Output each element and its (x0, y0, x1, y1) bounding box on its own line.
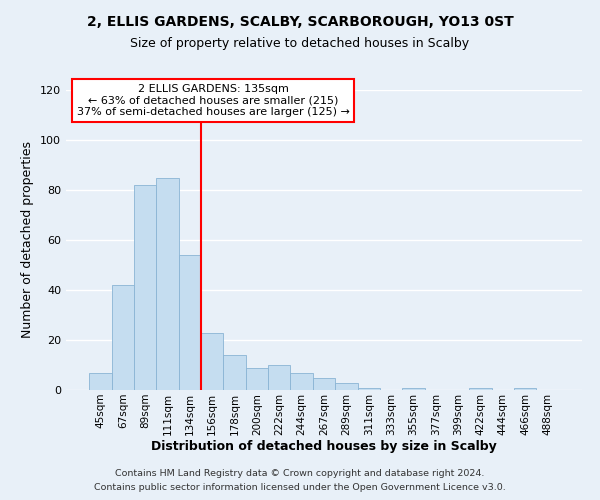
Text: Contains public sector information licensed under the Open Government Licence v3: Contains public sector information licen… (94, 484, 506, 492)
Bar (313, 378, 335, 390)
Bar (179, 255, 201, 390)
X-axis label: Distribution of detached houses by size in Scalby: Distribution of detached houses by size … (151, 440, 497, 454)
Y-axis label: Number of detached properties: Number of detached properties (22, 142, 34, 338)
Bar (268, 365, 290, 390)
Bar (112, 285, 134, 390)
Bar (358, 388, 380, 390)
Text: 2 ELLIS GARDENS: 135sqm
← 63% of detached houses are smaller (215)
37% of semi-d: 2 ELLIS GARDENS: 135sqm ← 63% of detache… (77, 84, 349, 117)
Bar (469, 388, 491, 390)
Bar (201, 332, 223, 390)
Bar (514, 388, 536, 390)
Text: 2, ELLIS GARDENS, SCALBY, SCARBOROUGH, YO13 0ST: 2, ELLIS GARDENS, SCALBY, SCARBOROUGH, Y… (86, 15, 514, 29)
Bar (290, 372, 313, 390)
Bar (335, 382, 358, 390)
Bar (246, 368, 268, 390)
Bar (402, 388, 425, 390)
Text: Size of property relative to detached houses in Scalby: Size of property relative to detached ho… (130, 38, 470, 51)
Bar (223, 355, 246, 390)
Bar (89, 372, 112, 390)
Text: Contains HM Land Registry data © Crown copyright and database right 2024.: Contains HM Land Registry data © Crown c… (115, 468, 485, 477)
Bar (157, 178, 179, 390)
Bar (134, 185, 157, 390)
